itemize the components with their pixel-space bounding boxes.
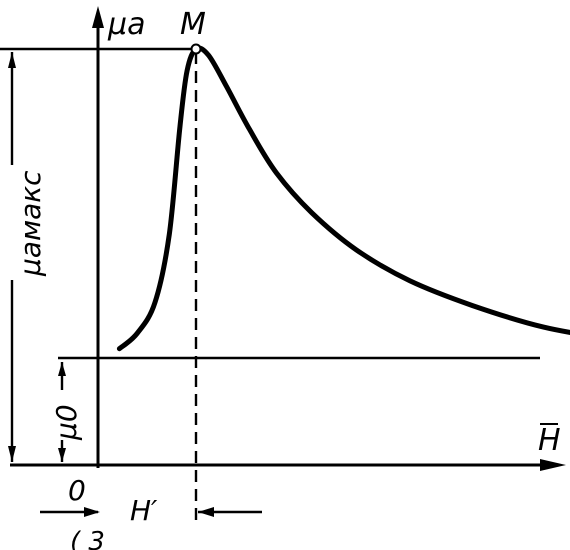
x-axis-arrow bbox=[540, 459, 566, 471]
y-axis-label: μa bbox=[107, 7, 145, 42]
peak-point bbox=[190, 43, 202, 55]
peak-label: M bbox=[180, 7, 206, 42]
mu-zero-dimension-arrow-top bbox=[58, 362, 66, 376]
mu-max-dimension-arrow-top bbox=[8, 52, 16, 68]
h-prime-arrow-right-head bbox=[198, 507, 214, 517]
mu-max-label-group: μaмакс bbox=[14, 170, 47, 277]
mu-max-label: μaмакс bbox=[14, 170, 47, 277]
h-prime-arrow-left-head bbox=[84, 507, 100, 517]
y-axis-arrow bbox=[92, 6, 104, 28]
mu-max-dimension-arrow-bottom bbox=[8, 446, 16, 462]
mu-zero-dimension-arrow-bottom bbox=[58, 448, 66, 462]
mu-zero-label-group: μ0 bbox=[50, 404, 83, 441]
mu-zero-label: μ0 bbox=[50, 404, 83, 441]
h-prime-label: H′ bbox=[130, 494, 158, 527]
origin-label: 0 bbox=[68, 474, 86, 507]
figure-caption-partial: ( 3 bbox=[70, 527, 105, 550]
series-line bbox=[116, 45, 570, 352]
x-axis-label: H bbox=[538, 423, 561, 458]
